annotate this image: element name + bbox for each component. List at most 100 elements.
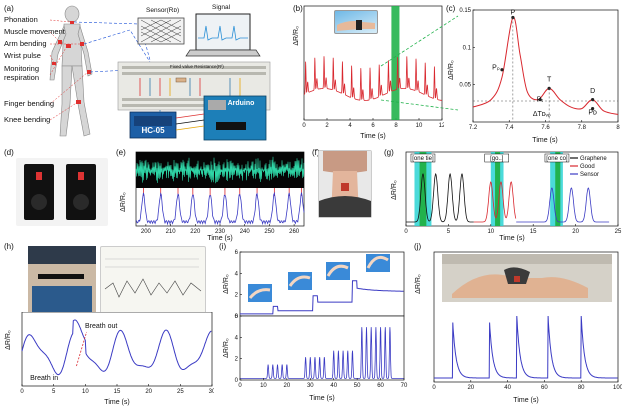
- chest-photo: [28, 246, 96, 312]
- speaker-photo: [16, 158, 108, 226]
- xlabel-j: Time (s): [513, 397, 538, 404]
- i-bottom-tick-label: 6: [235, 314, 239, 320]
- annotation-c: T: [547, 77, 552, 84]
- c-tick-label: 0.1: [463, 45, 472, 51]
- xlabel-g: Time (s): [499, 235, 524, 242]
- ylabel-h: ΔR/R₀: [5, 330, 12, 350]
- knee-photo: [442, 254, 612, 302]
- label-h: (h): [4, 242, 14, 251]
- xlabel-i: Time (s): [309, 395, 334, 402]
- chart-h: Breath out Breath in 0 5 10 15 20 25 30 Time (s…: [0, 312, 214, 406]
- g-tick-label: 10: [487, 229, 494, 235]
- highlight-band: [555, 152, 560, 226]
- g-tick-label: 20: [572, 229, 579, 235]
- panel-c: 7.27.47.67.880.050.10.15 PPₚTPₜDPᴅΔTᴅᵥₚ …: [445, 0, 622, 146]
- h-tick-label: 15: [114, 389, 121, 395]
- annotation-marker-c: [591, 107, 594, 110]
- i-top-tick-label: 6: [235, 250, 239, 256]
- annotation-breath-in: Breath in: [30, 375, 58, 382]
- c-tick-label: 8: [616, 125, 620, 131]
- i-tick-label: 70: [401, 383, 408, 389]
- j-tick-label: 20: [467, 385, 474, 391]
- c-tick-label: 7.8: [578, 125, 587, 131]
- c-tick-label: 0.05: [459, 83, 471, 89]
- e-tick-label: 210: [166, 229, 177, 235]
- h-tick-label: 25: [177, 389, 184, 395]
- finger-photo: [288, 272, 312, 290]
- h-tick-label: 0: [20, 389, 24, 395]
- j-tick-label: 0: [432, 385, 436, 391]
- annotation-c: ΔTᴅᵥₚ: [533, 111, 551, 118]
- ylabel-i-bottom: ΔR/R₀: [223, 338, 230, 358]
- label-box-text: [go..]: [490, 156, 504, 162]
- h-tick-label: 10: [82, 389, 89, 395]
- i-tick-label: 60: [377, 383, 384, 389]
- ylabel-i-top: ΔR/R₀: [223, 274, 230, 294]
- ylabel-c: ΔR/R₀: [448, 60, 455, 80]
- chart-e: 200 210 220 230 240 250 260 Time (s) ΔR/R₀: [116, 148, 308, 242]
- i-tick-label: 30: [307, 383, 314, 389]
- panel-i: 0 10 20 30 40 50 60 70 0 2 4 6 0 2 4 6 Time (s) ΔR/R₀ Δ…: [214, 244, 410, 406]
- g-tick-label: 0: [404, 229, 408, 235]
- panel-h: Breath out Breath in 0 5 10 15 20 25 30 Time (s…: [0, 312, 214, 406]
- ylabel-e: ΔR/R₀: [120, 192, 127, 212]
- c-tick-label: 7.2: [469, 125, 478, 131]
- panel-g: [one tie] [go..] [one co] Graphene Good Sens…: [382, 148, 622, 242]
- e-tick-label: 200: [141, 229, 152, 235]
- legend-label: Sensor: [580, 172, 599, 178]
- i-tick-label: 50: [354, 383, 361, 389]
- label-box-text: [one tie]: [412, 156, 434, 162]
- e-tick-label: 250: [264, 229, 275, 235]
- j-tick-label: 60: [541, 385, 548, 391]
- highlight-band: [420, 152, 427, 226]
- annotation-breath-out: Breath out: [85, 323, 117, 330]
- chart-g: [one tie] [go..] [one co] Graphene Good Sens…: [382, 148, 622, 242]
- xlabel-c: Time (s): [532, 137, 557, 144]
- g-tick-label: 15: [530, 229, 537, 235]
- h-tick-label: 20: [145, 389, 152, 395]
- xlabel-e: Time (s): [207, 235, 232, 242]
- annotation-marker-c: [500, 68, 503, 71]
- h-tick-label: 5: [52, 389, 56, 395]
- i-tick-label: 10: [260, 383, 267, 389]
- label-box-text: [one co]: [546, 156, 568, 162]
- j-tick-label: 100: [613, 385, 622, 391]
- annotation-c: Pᴅ: [588, 110, 597, 117]
- ylabel-g: ΔR/R₀: [391, 180, 398, 200]
- annotation-c: P: [511, 9, 516, 16]
- i-tick-label: 0: [238, 383, 242, 389]
- c-tick-label: 0.15: [459, 8, 471, 14]
- i-bottom-tick-label: 4: [235, 335, 239, 341]
- annotation-marker-c: [591, 98, 594, 101]
- e-tick-label: 260: [289, 229, 300, 235]
- panel-j: 0 20 40 60 80 100 Time (s) ΔR/R₀: [412, 244, 622, 406]
- chart-i: 0 10 20 30 40 50 60 7002460246 Time (s) ΔR/R₀ Δ…: [214, 244, 410, 406]
- e-tick-label: 220: [190, 229, 201, 235]
- ylabel-j: ΔR/R₀: [415, 274, 422, 294]
- i-top-tick-label: 4: [235, 271, 239, 277]
- neck-photo: [318, 150, 372, 218]
- annotation-c: D: [590, 88, 595, 95]
- respiration-screen-photo: [100, 246, 206, 314]
- panel-e: 200 210 220 230 240 250 260 Time (s) ΔR/R₀: [116, 148, 308, 242]
- i-tick-label: 20: [284, 383, 291, 389]
- i-tick-label: 40: [330, 383, 337, 389]
- j-tick-label: 40: [504, 385, 511, 391]
- g-tick-label: 25: [615, 229, 622, 235]
- e-tick-label: 240: [240, 229, 251, 235]
- i-bottom-tick-label: 2: [235, 357, 239, 363]
- legend-label: Good: [580, 164, 595, 170]
- annotation-marker-c: [538, 98, 541, 101]
- g-tick-label: 5: [447, 229, 451, 235]
- c-tick-label: 7.4: [505, 125, 514, 131]
- finger-photo: [248, 284, 272, 302]
- label-d: (d): [4, 148, 14, 157]
- chart-c: 7.27.47.67.880.050.10.15 PPₚTPₜDPᴅΔTᴅᵥₚ …: [445, 0, 622, 146]
- j-tick-label: 80: [578, 385, 585, 391]
- h-ylabel-holder: [0, 262, 30, 322]
- xlabel-h: Time (s): [104, 399, 129, 406]
- i-top-tick-label: 2: [235, 293, 239, 299]
- annotation-c: Pₚ: [492, 65, 500, 72]
- legend-label: Graphene: [580, 156, 607, 162]
